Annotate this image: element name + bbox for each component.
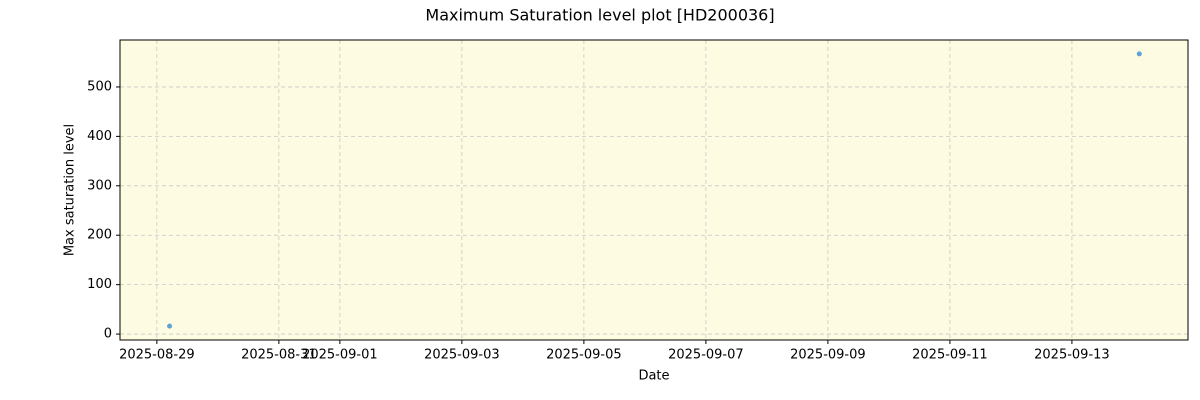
x-tick-label: 2025-09-09 <box>790 348 866 363</box>
plot-frame <box>119 39 1189 341</box>
plot-area <box>120 40 1188 340</box>
chart-title: Maximum Saturation level plot [HD200036] <box>425 6 774 25</box>
x-tick-label: 2025-09-03 <box>424 348 500 363</box>
x-tick-label: 2025-08-31 <box>241 348 317 363</box>
x-tick-label: 2025-08-29 <box>119 348 195 363</box>
x-axis-label: Date <box>638 369 669 384</box>
x-tick-label: 2025-09-11 <box>912 348 988 363</box>
y-tick-label: 200 <box>87 228 112 243</box>
y-axis-label: Max saturation level <box>63 124 78 256</box>
x-tick-label: 2025-09-07 <box>668 348 744 363</box>
y-tick-label: 0 <box>104 327 112 342</box>
x-tick-label: 2025-09-05 <box>546 348 622 363</box>
point <box>167 323 173 329</box>
point <box>1136 51 1142 57</box>
y-tick-label: 500 <box>87 79 112 94</box>
y-tick-label: 300 <box>87 178 112 193</box>
y-tick-label: 400 <box>87 129 112 144</box>
y-tick-label: 100 <box>87 277 112 292</box>
x-tick-label: 2025-09-13 <box>1034 348 1110 363</box>
x-tick-label: 2025-09-01 <box>302 348 378 363</box>
